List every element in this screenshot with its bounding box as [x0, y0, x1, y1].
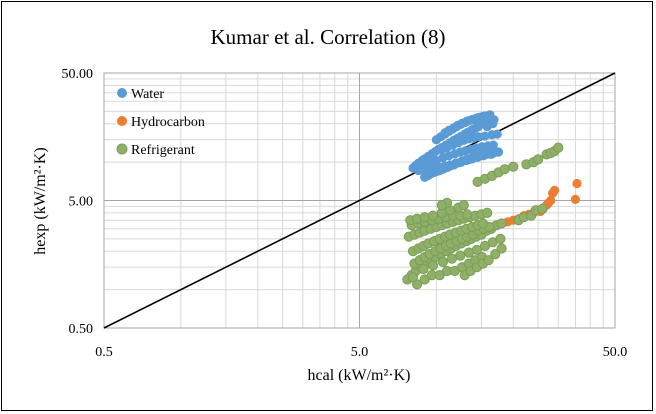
- data-point-refrigerant: [436, 200, 447, 211]
- data-point-water: [493, 147, 504, 157]
- data-point-hydrocarbon: [550, 185, 560, 195]
- data-point-water: [488, 119, 498, 129]
- data-point-refrigerant: [496, 218, 507, 229]
- data-point-hydrocarbon: [570, 194, 581, 204]
- data-point-refrigerant: [495, 233, 506, 244]
- data-point-refrigerant: [455, 250, 466, 261]
- x-tick-label: 0.5: [95, 345, 113, 360]
- legend-label-water: Water: [131, 87, 164, 102]
- data-point-hydrocarbon: [546, 195, 556, 206]
- reference-line: [103, 72, 616, 329]
- y-tick-label: 5.00: [69, 195, 94, 210]
- y-tick-label: 0.50: [69, 322, 94, 337]
- chart-title: Kumar et al. Correlation (8): [211, 25, 446, 49]
- data-point-refrigerant: [437, 256, 448, 267]
- x-tick-label: 5.0: [351, 345, 369, 360]
- data-point-refrigerant: [471, 244, 482, 255]
- data-point-refrigerant: [533, 154, 544, 165]
- data-point-refrigerant: [499, 164, 510, 175]
- data-point-refrigerant: [446, 253, 457, 264]
- data-point-refrigerant: [490, 249, 501, 260]
- y-tick-label: 50.00: [62, 67, 94, 82]
- data-point-refrigerant: [419, 212, 430, 223]
- legend: Water Hydrocarbon Refrigerant: [116, 87, 205, 158]
- legend-marker-refrigerant: [116, 143, 128, 155]
- data-point-refrigerant: [508, 161, 519, 172]
- data-point-water: [486, 149, 496, 159]
- legend-marker-hydrocarbon: [117, 116, 127, 126]
- data-point-refrigerant: [407, 272, 419, 283]
- legend-marker-water: [117, 88, 127, 98]
- data-point-refrigerant: [462, 209, 473, 220]
- series-refrigerant: [402, 142, 564, 290]
- data-point-water: [480, 131, 490, 141]
- data-point-refrigerant: [427, 210, 439, 221]
- data-point-water: [478, 111, 488, 122]
- tick-labels: 0.5 5.0 50.0 0.50 5.00 50.00: [62, 67, 628, 360]
- axes: [103, 72, 616, 329]
- data-point-water: [492, 129, 502, 139]
- x-tick-label: 50.0: [603, 345, 628, 360]
- x-axis-label: hcal (kW/m²·K): [308, 367, 411, 384]
- data-point-refrigerant: [458, 200, 469, 211]
- data-point-refrigerant: [496, 243, 507, 254]
- parity-line: [103, 72, 616, 329]
- data-point-refrigerant: [419, 274, 430, 285]
- legend-label-refrigerant: Refrigerant: [131, 143, 195, 158]
- data-point-refrigerant: [427, 260, 439, 271]
- data-point-hydrocarbon: [572, 178, 582, 189]
- y-axis-label: hexp (kW/m²·K): [32, 147, 49, 254]
- data-point-refrigerant: [483, 255, 494, 266]
- plot-area-border: [103, 72, 616, 329]
- data-point-refrigerant: [537, 203, 548, 214]
- data-point-refrigerant: [418, 263, 429, 275]
- series-water: [408, 110, 504, 182]
- legend-label-hydrocarbon: Hydrocarbon: [131, 115, 205, 130]
- data-point-refrigerant: [553, 142, 564, 153]
- data-points: [402, 110, 582, 290]
- data-point-refrigerant: [482, 207, 493, 218]
- data-point-refrigerant: [477, 218, 488, 229]
